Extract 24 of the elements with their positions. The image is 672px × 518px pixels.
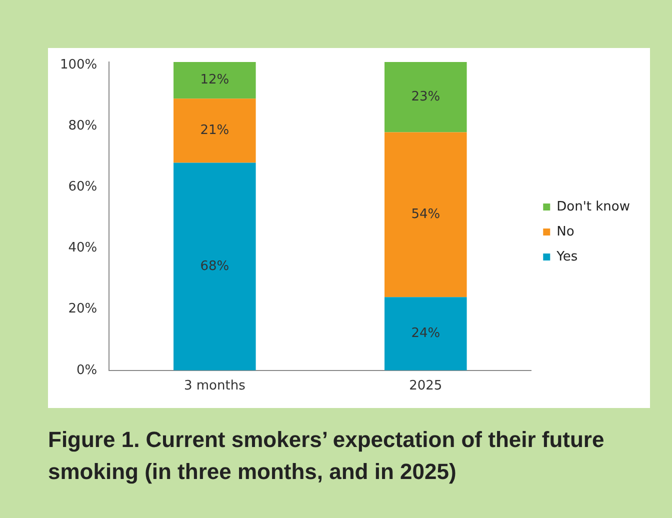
legend-label: Yes [556, 249, 578, 264]
bar [384, 132, 467, 298]
text: Figure 1. Current smokers’ expectation of their future smoking (in three months, and in 2025) [48, 426, 606, 486]
legend-label: No [556, 224, 574, 240]
y-tick-label: 100% [60, 57, 98, 72]
data-label: 21% [200, 123, 230, 138]
x-tick-label: 3 months [184, 378, 246, 394]
x-tick-label: 2025 [409, 378, 442, 394]
y-tick-label: 80% [68, 118, 98, 134]
data-label: 23% [411, 89, 440, 104]
y-tick-label: 40% [68, 240, 98, 256]
data-label: 12% [200, 72, 230, 88]
bar [384, 297, 467, 370]
y-tick-label: 60% [68, 180, 98, 195]
y-tick-label: 0% [76, 362, 98, 378]
y-tick-label: 20% [68, 302, 98, 317]
data-label: 24% [411, 326, 440, 342]
data-label: 68% [200, 258, 230, 274]
legend-label: Don't know [556, 199, 630, 214]
bar [174, 98, 256, 163]
bar [174, 62, 256, 99]
data-label: 54% [411, 207, 440, 222]
bar [174, 162, 256, 370]
bar [384, 62, 467, 132]
